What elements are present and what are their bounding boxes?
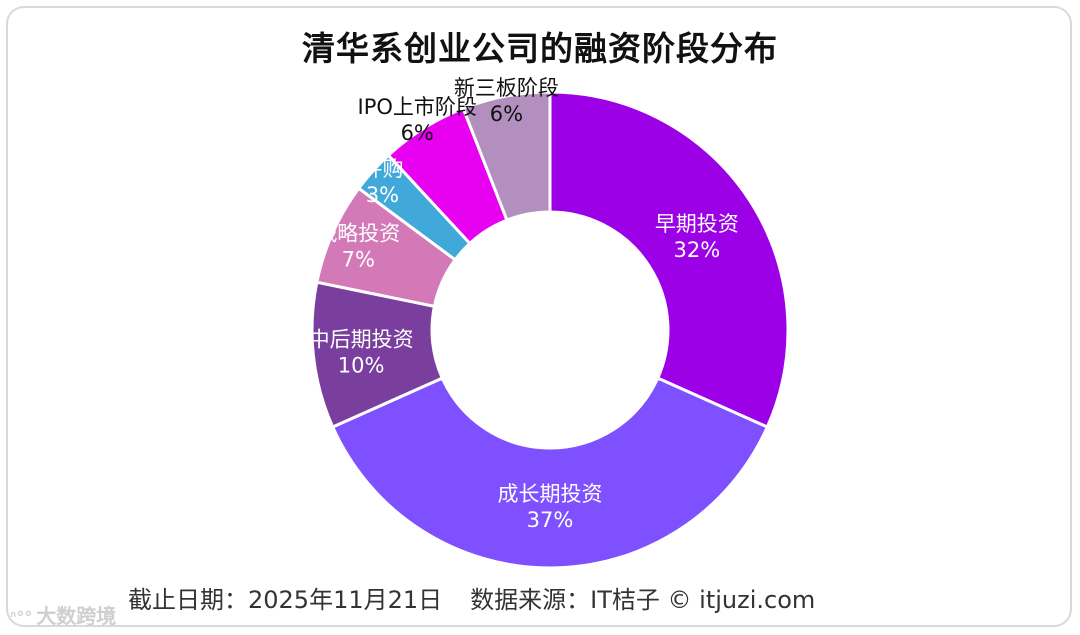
slice-value-label-6: 6% xyxy=(401,121,434,145)
slice-label-5: 并购 xyxy=(361,157,403,181)
slice-2 xyxy=(330,376,770,570)
slice-1 xyxy=(548,90,790,430)
slice-label-4: 战略投资 xyxy=(316,221,400,245)
slice-value-label-7: 6% xyxy=(490,102,523,126)
chart-title: 清华系创业公司的融资阶段分布 xyxy=(302,29,778,68)
slice-value-label-2: 37% xyxy=(527,508,574,532)
slice-label-1: 早期投资 xyxy=(655,212,739,236)
slice-label-7: 新三板阶段 xyxy=(454,76,559,100)
slice-label-3: 中后期投资 xyxy=(309,328,414,352)
slice-value-label-3: 10% xyxy=(338,354,385,378)
footer-date: 截止日期：2025年11月21日 xyxy=(128,586,443,614)
slice-value-label-4: 7% xyxy=(342,247,375,271)
watermark-logo-icon: ᐢ°° xyxy=(10,608,33,627)
slice-7 xyxy=(461,90,552,223)
watermark: ᐢ°° 大数跨境 xyxy=(10,600,116,629)
slice-label-2: 成长期投资 xyxy=(498,482,603,506)
watermark-text: 大数跨境 xyxy=(36,604,117,628)
slice-value-label-1: 32% xyxy=(673,238,720,262)
slice-value-label-5: 3% xyxy=(366,183,399,207)
footer-source: 数据来源：IT桔子 © itjuzi.com xyxy=(470,586,816,614)
footer: 截止日期：2025年11月21日 数据来源：IT桔子 © itjuzi.com xyxy=(128,580,815,615)
slice-label-6: IPO上市阶段 xyxy=(358,95,477,119)
